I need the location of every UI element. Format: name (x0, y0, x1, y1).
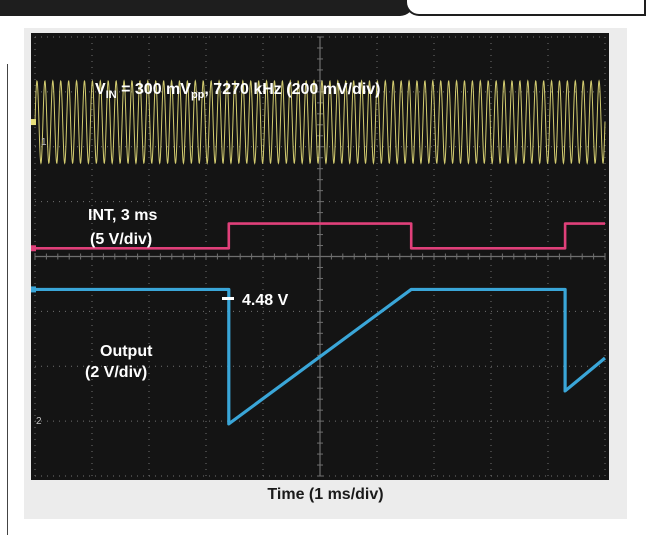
channel-marker-int (31, 245, 36, 252)
oscilloscope-plot: 1 2 VIN = 300 mVpp, 7270 kHz (200 mV/div… (31, 33, 609, 480)
output-label-line2: (2 V/div) (85, 364, 147, 381)
level-marker-dash (222, 297, 234, 300)
channel-2-marker: 2 (36, 416, 42, 427)
trace-vin (34, 79, 606, 165)
output-label-line1: Output (100, 343, 153, 360)
channel-1-marker: 1 (41, 137, 47, 148)
margin-rule (7, 64, 8, 535)
output-level-label: 4.48 V (242, 292, 289, 309)
scope-grid (34, 36, 606, 477)
trace-output (35, 287, 607, 426)
trace-int (35, 222, 605, 250)
oscilloscope-screen: 1 2 VIN = 300 mVpp, 7270 kHz (200 mV/div… (31, 33, 609, 480)
vin-label: VIN = 300 mVpp, 7270 kHz (200 mV/div) (95, 81, 381, 101)
channel-marker-output (31, 286, 36, 293)
x-axis-label: Time (1 ms/div) (267, 486, 384, 503)
scope-traces (31, 79, 607, 426)
int-label-line2: (5 V/div) (90, 231, 152, 248)
header-bar-tab (405, 0, 646, 16)
int-label-line1: INT, 3 ms (88, 207, 157, 224)
channel-marker-vin (31, 119, 36, 126)
header-bar-dark (0, 0, 414, 16)
